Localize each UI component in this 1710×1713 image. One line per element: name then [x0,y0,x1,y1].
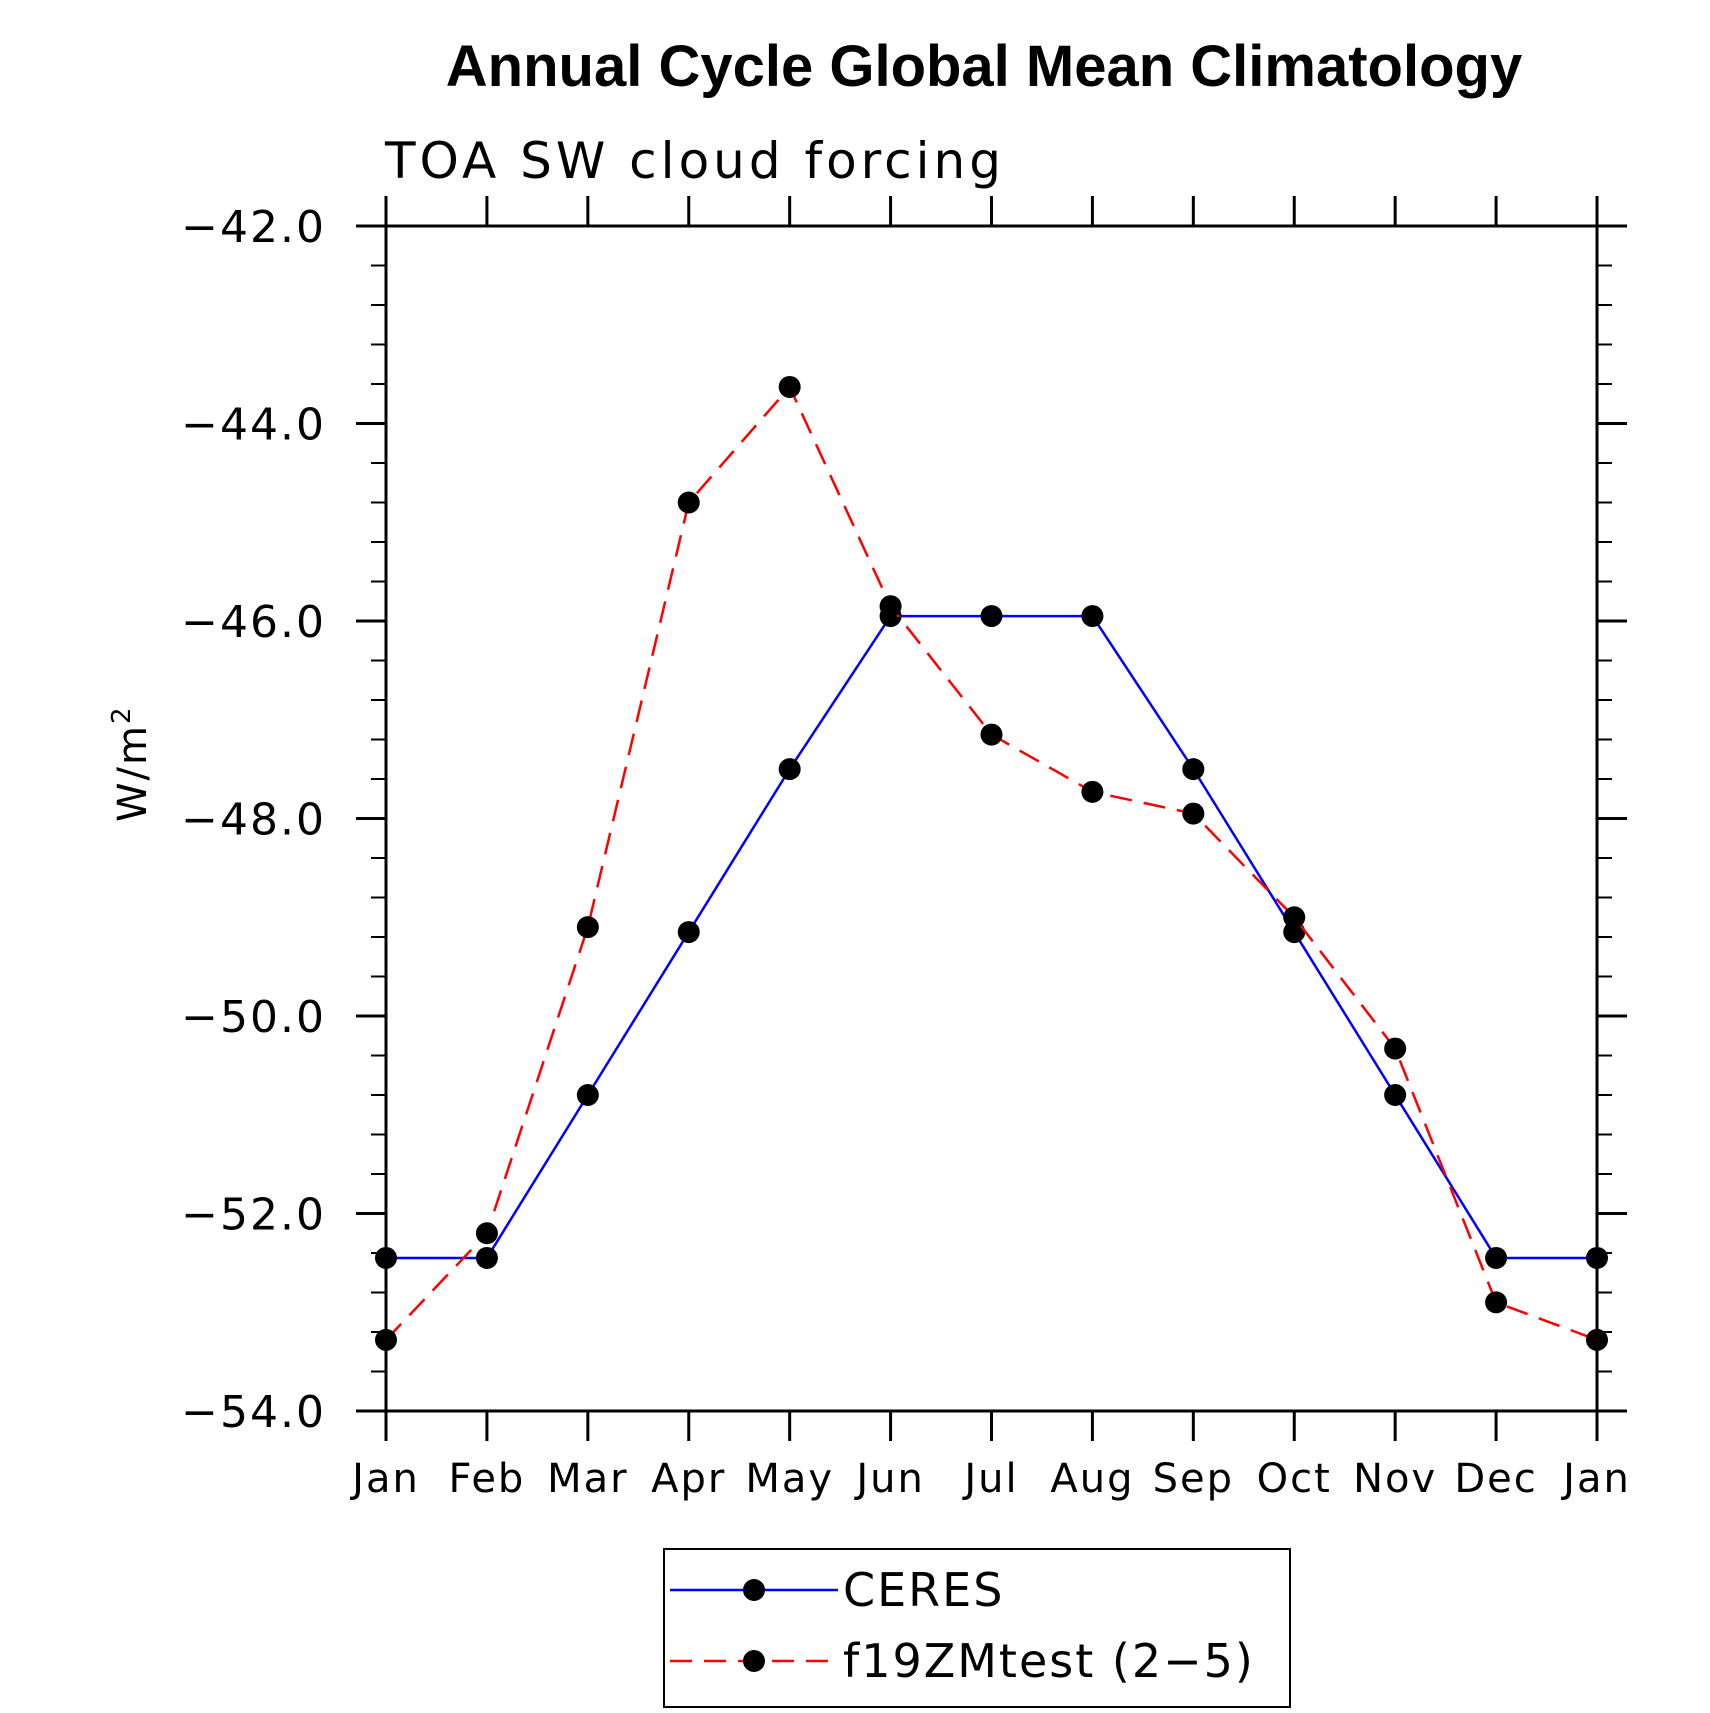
x-tick-label: Dec [1454,1456,1537,1502]
x-tick-label: Apr [651,1456,726,1502]
y-tick-label: −48.0 [181,795,326,846]
data-point [1384,1084,1407,1106]
x-tick-label: Jan [349,1456,420,1502]
plot-axes: −42.0 −44.0 −46.0 −48.0 −50.0 −52.0 −54.0 Jan Fe… [181,196,1631,1502]
data-point [1081,780,1104,803]
y-tick-label: −44.0 [181,400,326,451]
data-point [879,595,902,618]
legend-swatch-marker [743,1579,765,1601]
x-tick-label: Jun [853,1456,925,1502]
data-point [1182,802,1205,825]
data-point [677,921,700,944]
series-line-1 [385,384,1598,1342]
legend: CERES f19ZMtest (2−5) [663,1548,1291,1708]
x-tick-label: May [745,1456,834,1502]
y-tick-label: −46.0 [181,597,326,648]
legend-entry-label: CERES [843,1563,1004,1617]
series-line-0 [386,614,1597,1260]
y-tick-label: −52.0 [181,1190,326,1241]
x-tick-label: Feb [449,1456,526,1502]
data-point [576,1084,599,1106]
data-point [677,491,700,514]
x-tick-label: Oct [1257,1456,1332,1502]
data-point [1586,1328,1608,1351]
data-point [1586,1246,1608,1269]
data-point [576,916,599,939]
plot-frame [384,224,1599,1413]
data-point [1485,1246,1508,1269]
data-point [1081,605,1104,628]
x-tick-label: Mar [547,1456,628,1502]
y-tick-label: −54.0 [181,1387,326,1438]
legend-box [663,1548,1291,1708]
x-tick-label: Jan [1560,1456,1631,1502]
y-axis-label: W/m2 [107,705,156,822]
data-point [1182,758,1205,781]
y-axis-label-superscript: 2 [107,705,137,724]
y-tick-label: −42.0 [181,202,326,253]
y-tick-label: −50.0 [181,992,326,1043]
legend-entry-label: f19ZMtest (2−5) [843,1634,1255,1688]
chart-subtitle: TOA SW cloud forcing [384,132,1005,190]
data-point [1283,906,1306,929]
data-point [980,605,1003,628]
legend-swatch-marker [743,1650,765,1672]
data-point [778,375,801,398]
x-tick-label: Nov [1353,1456,1437,1502]
plot-series [375,375,1608,1351]
data-point [778,758,801,781]
data-point [475,1246,498,1269]
data-point [1485,1291,1508,1314]
x-tick-label: Jul [961,1456,1018,1502]
data-point [475,1222,498,1245]
data-point [1384,1037,1407,1060]
x-tick-label: Aug [1050,1456,1134,1502]
data-point [375,1246,397,1269]
data-point [980,723,1003,746]
y-axis-label-main: W/m [110,724,156,822]
x-tick-label: Sep [1153,1456,1234,1502]
data-point [375,1328,397,1351]
chart-title: Annual Cycle Global Mean Climatology [446,34,1522,99]
